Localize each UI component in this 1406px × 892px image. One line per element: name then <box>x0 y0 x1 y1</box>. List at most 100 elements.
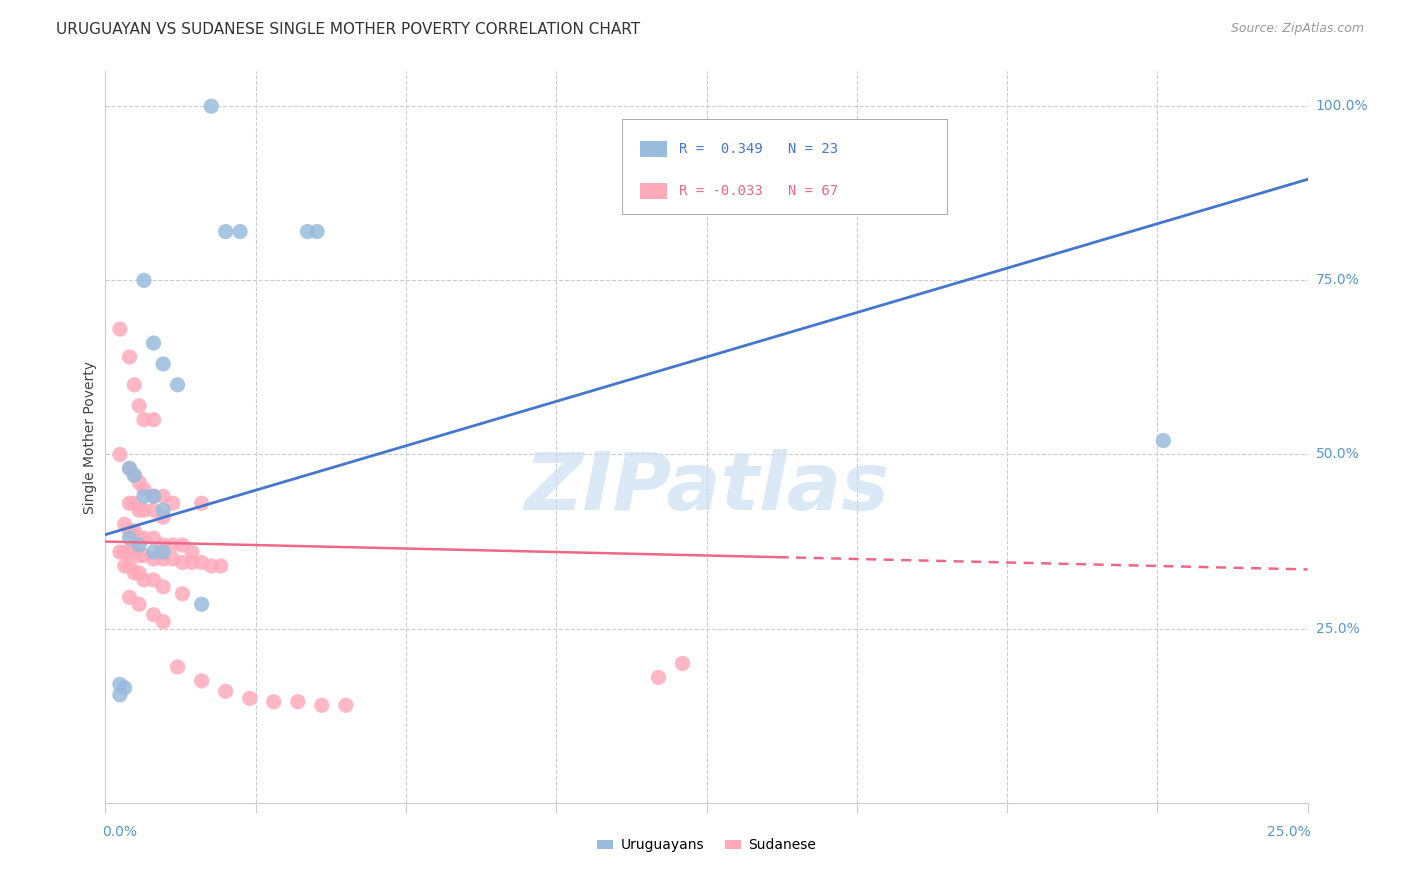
Point <box>142 573 165 587</box>
Point <box>287 695 309 709</box>
Point <box>142 552 165 566</box>
Point <box>124 468 146 483</box>
Point <box>124 377 146 392</box>
Point <box>214 225 236 239</box>
Point <box>172 556 194 570</box>
Point <box>142 489 165 503</box>
Text: 50.0%: 50.0% <box>1316 448 1360 461</box>
Point <box>118 531 141 545</box>
Point <box>209 558 232 573</box>
Point <box>132 483 155 497</box>
Point <box>118 461 141 475</box>
Point <box>114 681 136 695</box>
Point <box>166 377 188 392</box>
Point <box>335 698 357 713</box>
FancyBboxPatch shape <box>640 141 666 157</box>
Point <box>142 607 165 622</box>
Text: URUGUAYAN VS SUDANESE SINGLE MOTHER POVERTY CORRELATION CHART: URUGUAYAN VS SUDANESE SINGLE MOTHER POVE… <box>56 22 640 37</box>
Point <box>108 688 131 702</box>
Point <box>128 503 150 517</box>
Point <box>124 496 146 510</box>
Text: Source: ZipAtlas.com: Source: ZipAtlas.com <box>1230 22 1364 36</box>
Point <box>172 538 194 552</box>
Text: 75.0%: 75.0% <box>1316 273 1360 287</box>
Point <box>181 556 204 570</box>
Point <box>229 225 252 239</box>
Point <box>124 524 146 538</box>
Point <box>108 677 131 691</box>
Point <box>114 545 136 559</box>
Point <box>200 558 222 573</box>
Point <box>200 99 222 113</box>
Point <box>239 691 262 706</box>
Point <box>162 496 184 510</box>
Point <box>142 489 165 503</box>
Point <box>132 531 155 545</box>
Point <box>118 524 141 538</box>
Text: ZIPatlas: ZIPatlas <box>524 450 889 527</box>
Point <box>190 496 212 510</box>
Point <box>124 566 146 580</box>
Point <box>132 273 155 287</box>
Text: 25.0%: 25.0% <box>1316 622 1360 636</box>
Text: R = -0.033   N = 67: R = -0.033 N = 67 <box>679 184 838 198</box>
Point <box>128 597 150 611</box>
Text: R =  0.349   N = 23: R = 0.349 N = 23 <box>679 142 838 156</box>
Point <box>118 461 141 475</box>
Y-axis label: Single Mother Poverty: Single Mother Poverty <box>83 360 97 514</box>
FancyBboxPatch shape <box>623 119 948 214</box>
Point <box>128 399 150 413</box>
Point <box>152 489 174 503</box>
Point <box>190 673 212 688</box>
Point <box>132 549 155 563</box>
Point <box>128 566 150 580</box>
Point <box>142 336 165 351</box>
Point <box>128 549 150 563</box>
Point <box>671 657 693 671</box>
Point <box>118 591 141 605</box>
Point <box>124 468 146 483</box>
Point <box>118 545 141 559</box>
Point <box>166 660 188 674</box>
Point <box>118 350 141 364</box>
Point <box>142 531 165 545</box>
Text: 25.0%: 25.0% <box>1267 825 1312 838</box>
FancyBboxPatch shape <box>640 183 666 199</box>
Point <box>142 503 165 517</box>
Point <box>114 558 136 573</box>
Point <box>152 538 174 552</box>
Point <box>190 597 212 611</box>
Legend: Uruguayans, Sudanese: Uruguayans, Sudanese <box>591 833 823 858</box>
Text: 100.0%: 100.0% <box>1316 99 1368 113</box>
Point <box>118 496 141 510</box>
Point <box>152 580 174 594</box>
Point <box>214 684 236 698</box>
Point <box>114 517 136 532</box>
Point <box>190 556 212 570</box>
Point <box>311 698 333 713</box>
Point <box>305 225 328 239</box>
Point <box>132 503 155 517</box>
Point <box>142 412 165 426</box>
Point <box>152 510 174 524</box>
Point <box>108 448 131 462</box>
Point <box>1152 434 1174 448</box>
Point <box>162 552 184 566</box>
Point <box>647 670 669 684</box>
Point <box>152 357 174 371</box>
Point <box>128 531 150 545</box>
Point <box>152 545 174 559</box>
Point <box>108 545 131 559</box>
Point <box>297 225 319 239</box>
Point <box>172 587 194 601</box>
Point <box>162 538 184 552</box>
Point <box>132 412 155 426</box>
Point <box>181 545 204 559</box>
Point <box>152 552 174 566</box>
Point <box>132 573 155 587</box>
Point <box>263 695 285 709</box>
Point <box>128 475 150 490</box>
Point <box>132 489 155 503</box>
Point <box>152 615 174 629</box>
Point <box>108 322 131 336</box>
